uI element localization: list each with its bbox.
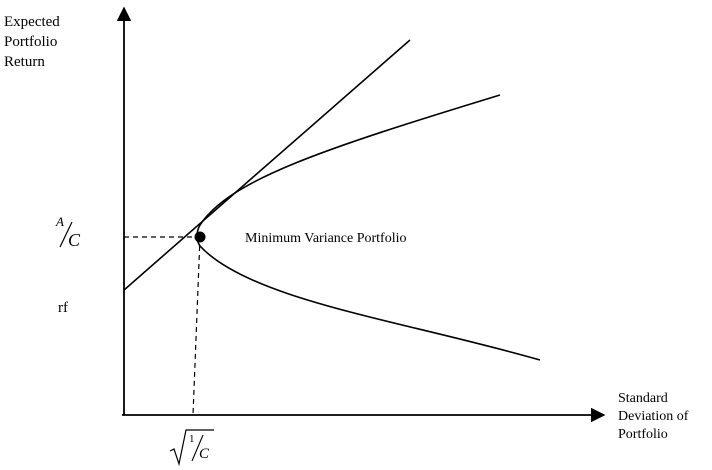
minimum-variance-point <box>194 231 206 243</box>
a-over-c-label: A C <box>55 214 81 250</box>
a-over-c-slash <box>59 221 73 248</box>
sqrt-numerator: 1 <box>189 433 195 445</box>
y-axis-label: Expected Portfolio Return <box>4 14 64 70</box>
minimum-variance-label: Minimum Variance Portfolio <box>245 231 407 246</box>
sqrt-denominator: C <box>199 446 210 462</box>
sqrt-one-over-c-label: 1 C <box>169 429 214 467</box>
rf-label: rf <box>58 300 68 316</box>
a-over-c-denominator: C <box>68 230 81 250</box>
x-axis-label: Standard Deviation of Portfolio <box>618 391 692 442</box>
efficient-frontier-curve <box>196 94 541 361</box>
capital-market-line <box>123 39 411 291</box>
radical-sign <box>169 429 214 467</box>
sqrt-slash <box>191 434 204 462</box>
a-over-c-numerator: A <box>55 214 64 229</box>
vertical-dashed-guide <box>192 236 201 416</box>
